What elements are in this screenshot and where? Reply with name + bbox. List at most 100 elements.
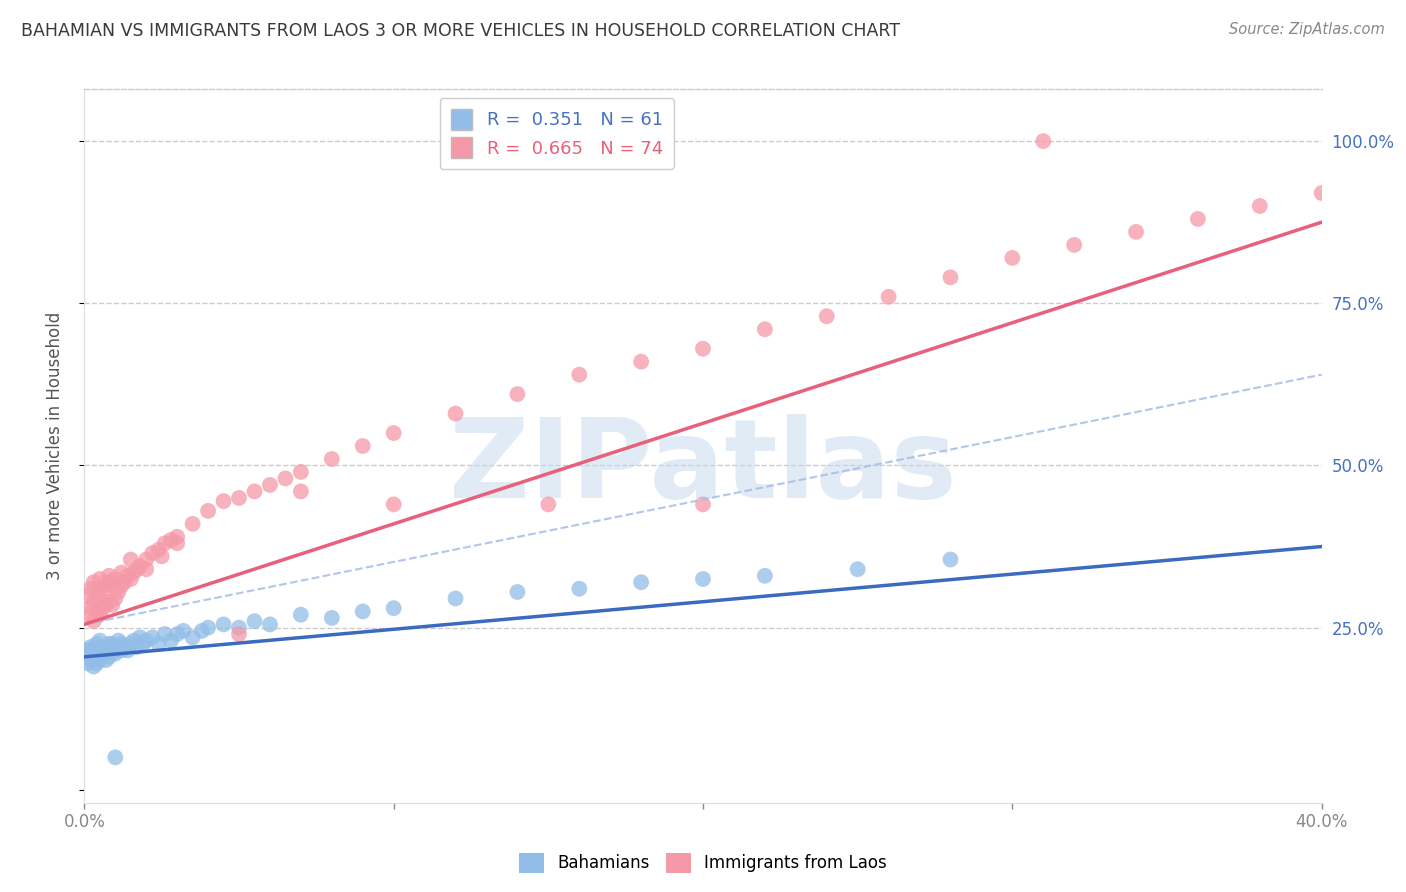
Text: Source: ZipAtlas.com: Source: ZipAtlas.com [1229, 22, 1385, 37]
Point [135, 552, 157, 566]
Point [382, 425, 405, 440]
Point [846, 562, 869, 576]
Point [141, 546, 163, 560]
Point [104, 640, 127, 654]
Point [382, 601, 405, 615]
Point [228, 491, 250, 505]
Point [290, 465, 312, 479]
Point [135, 562, 157, 576]
Point [259, 617, 281, 632]
Point [114, 575, 136, 590]
Point [76, 643, 98, 657]
Point [1063, 238, 1085, 252]
Point [94, 598, 117, 612]
Point [101, 637, 124, 651]
Point [1125, 225, 1147, 239]
Point [91, 647, 114, 661]
Point [132, 637, 155, 651]
Point [83, 575, 105, 590]
Point [104, 572, 127, 586]
Point [104, 591, 127, 606]
Point [382, 497, 405, 511]
Point [79, 582, 101, 596]
Point [86, 647, 108, 661]
Point [76, 588, 98, 602]
Point [212, 494, 235, 508]
Point [104, 647, 127, 661]
Point [83, 595, 105, 609]
Point [117, 643, 139, 657]
Point [89, 653, 111, 667]
Point [568, 582, 591, 596]
Point [98, 595, 121, 609]
Point [754, 568, 776, 582]
Point [104, 750, 127, 764]
Point [83, 643, 105, 657]
Point [122, 566, 145, 580]
Point [506, 585, 529, 599]
Point [98, 649, 121, 664]
Point [1032, 134, 1054, 148]
Point [228, 627, 250, 641]
Point [815, 310, 838, 324]
Point [160, 633, 183, 648]
Point [352, 439, 374, 453]
Point [110, 566, 132, 580]
Y-axis label: 3 or more Vehicles in Household: 3 or more Vehicles in Household [45, 312, 63, 580]
Point [89, 591, 111, 606]
Point [89, 572, 111, 586]
Point [91, 582, 114, 596]
Point [114, 640, 136, 654]
Point [101, 578, 124, 592]
Legend: Bahamians, Immigrants from Laos: Bahamians, Immigrants from Laos [512, 847, 894, 880]
Point [101, 598, 124, 612]
Point [692, 497, 714, 511]
Point [148, 542, 170, 557]
Point [166, 530, 188, 544]
Point [321, 452, 343, 467]
Point [228, 621, 250, 635]
Point [197, 621, 219, 635]
Point [89, 607, 111, 622]
Point [243, 484, 266, 499]
Point [125, 562, 148, 576]
Point [76, 607, 98, 622]
Point [1249, 199, 1271, 213]
Legend: R =  0.351   N = 61, R =  0.665   N = 74: R = 0.351 N = 61, R = 0.665 N = 74 [440, 98, 673, 169]
Point [86, 585, 108, 599]
Point [153, 627, 176, 641]
Point [321, 611, 343, 625]
Point [1187, 211, 1209, 226]
Point [122, 633, 145, 648]
Point [79, 601, 101, 615]
Point [537, 497, 560, 511]
Point [76, 657, 98, 671]
Point [135, 633, 157, 648]
Text: BAHAMIAN VS IMMIGRANTS FROM LAOS 3 OR MORE VEHICLES IN HOUSEHOLD CORRELATION CHA: BAHAMIAN VS IMMIGRANTS FROM LAOS 3 OR MO… [21, 22, 900, 40]
Point [91, 601, 114, 615]
Point [120, 637, 142, 651]
Point [117, 568, 139, 582]
Point [98, 575, 121, 590]
Point [181, 516, 204, 531]
Point [141, 631, 163, 645]
Point [94, 653, 117, 667]
Point [1310, 186, 1333, 200]
Point [191, 624, 214, 638]
Point [444, 407, 467, 421]
Point [83, 649, 105, 664]
Point [754, 322, 776, 336]
Point [91, 640, 114, 654]
Point [352, 604, 374, 618]
Point [148, 637, 170, 651]
Point [110, 578, 132, 592]
Point [166, 627, 188, 641]
Text: ZIPatlas: ZIPatlas [449, 414, 957, 521]
Point [166, 536, 188, 550]
Point [101, 643, 124, 657]
Point [83, 659, 105, 673]
Point [274, 471, 297, 485]
Point [86, 604, 108, 618]
Point [79, 653, 101, 667]
Point [94, 643, 117, 657]
